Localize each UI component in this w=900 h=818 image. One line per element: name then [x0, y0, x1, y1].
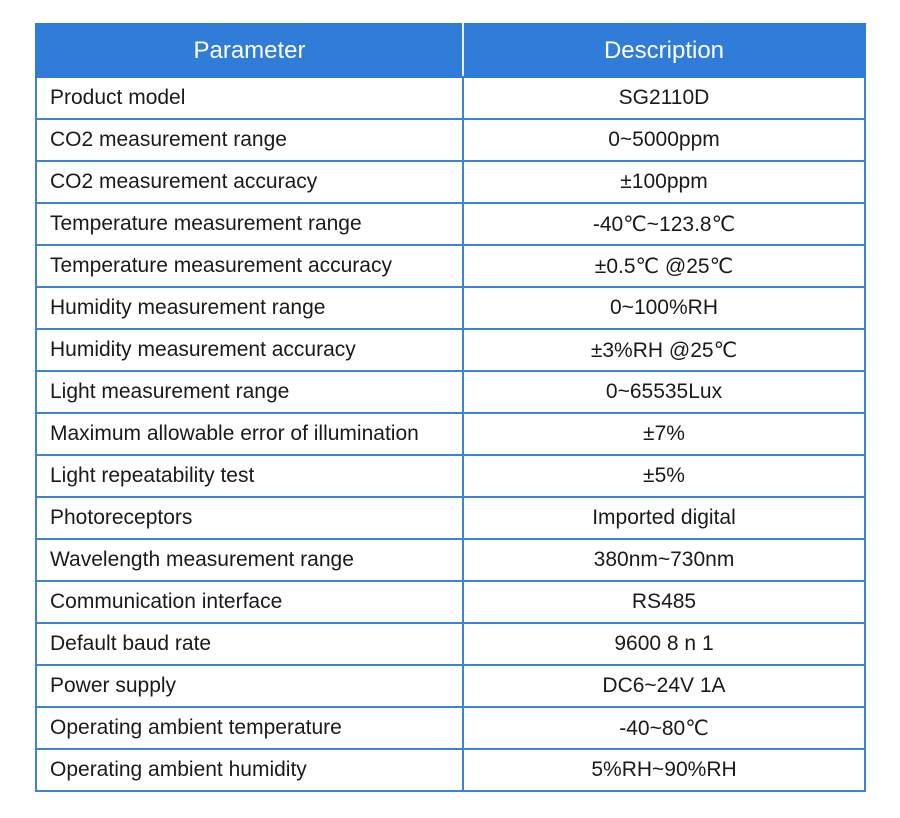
parameter-cell: Light repeatability test [35, 454, 464, 498]
description-cell: 0~5000ppm [462, 118, 866, 162]
parameter-cell: Humidity measurement accuracy [35, 328, 464, 372]
description-cell: ±3%RH @25℃ [462, 328, 866, 372]
parameter-cell: Communication interface [35, 580, 464, 624]
parameter-cell: Product model [35, 76, 464, 120]
table-row: Photoreceptors Imported digital [35, 496, 866, 540]
parameter-cell: Maximum allowable error of illumination [35, 412, 464, 456]
description-cell: 0~100%RH [462, 286, 866, 330]
table-row: Humidity measurement range 0~100%RH [35, 286, 866, 330]
table-body: Product model SG2110D CO2 measurement rang… [35, 76, 866, 792]
table-row: Humidity measurement accuracy ±3%RH @25℃ [35, 328, 866, 372]
parameter-cell: Operating ambient temperature [35, 706, 464, 750]
parameter-cell: Power supply [35, 664, 464, 708]
table-row: Operating ambient humidity 5%RH~90%RH [35, 748, 866, 792]
table-row: Maximum allowable error of illumination ±… [35, 412, 866, 456]
table-row: Default baud rate 9600 8 n 1 [35, 622, 866, 666]
parameter-cell: Wavelength measurement range [35, 538, 464, 582]
description-cell: 380nm~730nm [462, 538, 866, 582]
parameter-cell: Photoreceptors [35, 496, 464, 540]
table-header-row: Parameter Description [35, 23, 866, 78]
table-row: CO2 measurement accuracy ±100ppm [35, 160, 866, 204]
table-row: Temperature measurement accuracy ±0.5℃ @2… [35, 244, 866, 288]
spec-table: Parameter Description Product model SG211… [35, 23, 866, 792]
parameter-cell: Light measurement range [35, 370, 464, 414]
description-cell: ±0.5℃ @25℃ [462, 244, 866, 288]
description-cell: SG2110D [462, 76, 866, 120]
description-cell: ±7% [462, 412, 866, 456]
description-cell: DC6~24V 1A [462, 664, 866, 708]
column-header-parameter: Parameter [35, 23, 464, 78]
parameter-cell: CO2 measurement range [35, 118, 464, 162]
description-cell: Imported digital [462, 496, 866, 540]
parameter-cell: CO2 measurement accuracy [35, 160, 464, 204]
description-cell: -40~80℃ [462, 706, 866, 750]
table-row: Product model SG2110D [35, 76, 866, 120]
table-row: Operating ambient temperature -40~80℃ [35, 706, 866, 750]
description-cell: ±5% [462, 454, 866, 498]
description-cell: 5%RH~90%RH [462, 748, 866, 792]
description-cell: 0~65535Lux [462, 370, 866, 414]
description-cell: -40℃~123.8℃ [462, 202, 866, 246]
description-cell: RS485 [462, 580, 866, 624]
table-row: CO2 measurement range 0~5000ppm [35, 118, 866, 162]
parameter-cell: Temperature measurement range [35, 202, 464, 246]
table-row: Light measurement range 0~65535Lux [35, 370, 866, 414]
column-header-description: Description [462, 23, 866, 78]
description-cell: 9600 8 n 1 [462, 622, 866, 666]
description-cell: ±100ppm [462, 160, 866, 204]
table-row: Power supply DC6~24V 1A [35, 664, 866, 708]
table-row: Wavelength measurement range 380nm~730nm [35, 538, 866, 582]
parameter-cell: Default baud rate [35, 622, 464, 666]
parameter-cell: Humidity measurement range [35, 286, 464, 330]
table-row: Light repeatability test ±5% [35, 454, 866, 498]
parameter-cell: Operating ambient humidity [35, 748, 464, 792]
table-row: Temperature measurement range -40℃~123.8℃ [35, 202, 866, 246]
parameter-cell: Temperature measurement accuracy [35, 244, 464, 288]
table-row: Communication interface RS485 [35, 580, 866, 624]
